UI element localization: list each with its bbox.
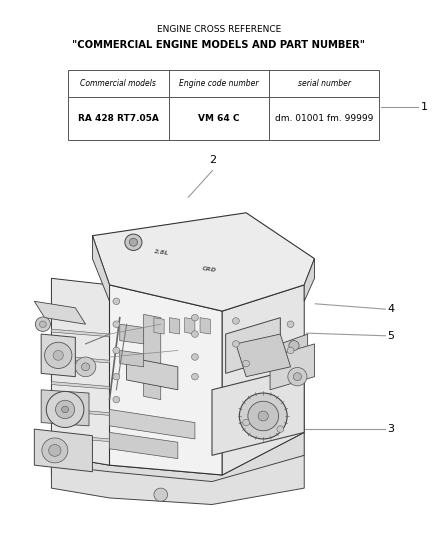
Text: dm. 01001 fm. 99999: dm. 01001 fm. 99999 [275, 114, 373, 123]
Text: 3: 3 [388, 424, 395, 434]
Text: 1: 1 [420, 102, 427, 111]
Text: 5: 5 [388, 331, 395, 341]
Text: 2: 2 [209, 155, 216, 165]
Text: RA 428 RT7.05A: RA 428 RT7.05A [78, 114, 159, 123]
Bar [68, 70, 379, 140]
Text: VM 64 C: VM 64 C [198, 114, 240, 123]
Text: ENGINE CROSS REFERENCE: ENGINE CROSS REFERENCE [157, 25, 281, 34]
Text: serial number: serial number [297, 79, 351, 88]
Text: Commercial models: Commercial models [80, 79, 156, 88]
Text: Engine code number: Engine code number [179, 79, 259, 88]
Text: 4: 4 [388, 304, 395, 314]
Text: "COMMERCIAL ENGINE MODELS AND PART NUMBER": "COMMERCIAL ENGINE MODELS AND PART NUMBE… [73, 41, 365, 50]
